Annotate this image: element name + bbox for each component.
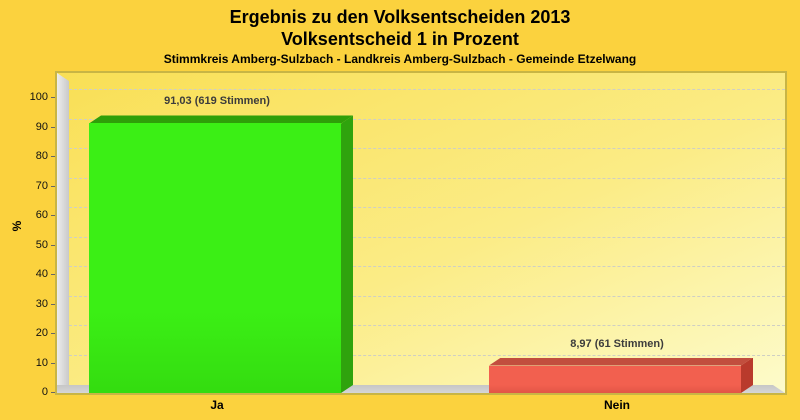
- y-tick-mark-0: [51, 392, 56, 393]
- gridline-50: [69, 236, 785, 238]
- bar-nein-top: [489, 358, 753, 366]
- y-tick-label-20: 20: [35, 327, 48, 339]
- y-tick-label-10: 10: [35, 356, 48, 369]
- y-tick-mark-60: [51, 215, 56, 216]
- y-tick-mark-30: [51, 303, 56, 305]
- chart-subtitle: Volksentscheid 1 in Prozent: [281, 29, 519, 49]
- bar-ja-side: [341, 115, 353, 393]
- y-tick-label-0: 0: [41, 386, 48, 398]
- gridline-100: [69, 89, 785, 90]
- y-tick-mark-50: [51, 244, 56, 246]
- plot-area: 91,03 (619 Stimmen) 8,97 (61 Stimmen): [55, 71, 787, 395]
- y-tick-label-70: 70: [35, 179, 48, 192]
- y-tick-mark-80: [51, 156, 56, 157]
- y-tick-label-90: 90: [35, 120, 48, 133]
- chart-region-line: Stimmkreis Amberg-Sulzbach - Landkreis A…: [163, 52, 637, 66]
- gridline-80: [69, 148, 785, 149]
- gridline-90: [69, 118, 785, 120]
- y-tick-mark-70: [51, 185, 56, 187]
- gridline-40: [69, 266, 785, 267]
- gridline-60: [69, 207, 785, 208]
- bar-ja-front: [89, 123, 341, 393]
- y-tick-label-40: 40: [35, 268, 48, 280]
- bar-ja-value-label: 91,03 (619 Stimmen): [164, 95, 270, 108]
- gridline-70: [69, 177, 785, 179]
- bar-nein-side: [741, 358, 753, 393]
- y-tick-label-50: 50: [35, 238, 48, 251]
- gridline-20: [69, 325, 785, 326]
- y-tick-label-60: 60: [35, 209, 48, 221]
- left-wall-3d: [57, 73, 69, 393]
- bar-nein-front: [489, 365, 741, 393]
- y-tick-mark-90: [51, 126, 56, 128]
- bar-nein-value-label: 8,97 (61 Stimmen): [570, 337, 664, 350]
- y-tick-label-100: 100: [29, 91, 48, 103]
- y-tick-mark-40: [51, 274, 56, 275]
- y-tick-label-80: 80: [35, 150, 48, 162]
- y-tick-label-30: 30: [35, 297, 48, 310]
- gridline-30: [69, 295, 785, 297]
- gridline-10: [69, 354, 785, 356]
- y-tick-mark-10: [51, 362, 56, 364]
- y-tick-mark-20: [51, 333, 56, 334]
- y-tick-mark-100: [51, 97, 56, 98]
- x-category-label-nein: Nein: [603, 398, 631, 412]
- bar-ja-top: [89, 115, 353, 123]
- chart-title: Ergebnis zu den Volksentscheiden 2013: [229, 7, 571, 27]
- x-category-label-ja: Ja: [210, 398, 224, 412]
- floor-3d: [57, 385, 785, 393]
